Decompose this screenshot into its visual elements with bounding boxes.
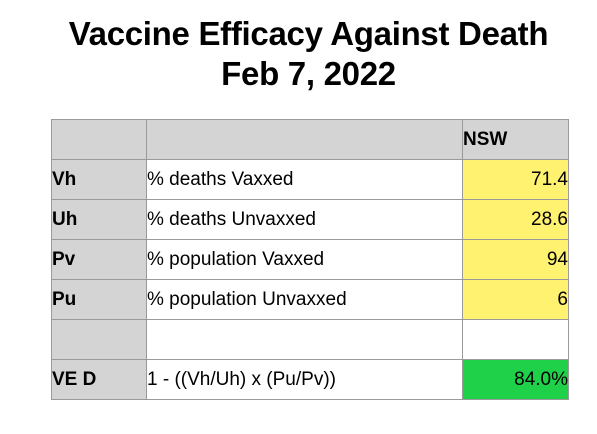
result-formula-cell: 1 - ((Vh/Uh) x (Pu/Pv)) — [146, 359, 463, 400]
row-value-cell: 6 — [462, 279, 569, 320]
table-row-result: VE D 1 - ((Vh/Uh) x (Pu/Pv)) 84.0% — [51, 359, 569, 400]
page-subtitle-date: Feb 7, 2022 — [221, 55, 396, 92]
row-description-cell: % deaths Unvaxxed — [146, 199, 463, 240]
table-row: Pu % population Unvaxxed 6 — [51, 279, 569, 320]
row-value-cell: 28.6 — [462, 199, 569, 240]
row-description-cell: % population Vaxxed — [146, 239, 463, 280]
title-block: Vaccine Efficacy Against Death Feb 7, 20… — [0, 14, 597, 94]
row-key-cell: Uh — [51, 199, 147, 240]
row-description-cell: % population Unvaxxed — [146, 279, 463, 320]
row-key-cell: Pv — [51, 239, 147, 280]
vaccine-efficacy-table: NSW Vh % deaths Vaxxed 71.4 Uh % deaths … — [51, 119, 569, 400]
page-title: Vaccine Efficacy Against Death — [68, 15, 549, 52]
table-row: Uh % deaths Unvaxxed 28.6 — [51, 199, 569, 240]
row-value-cell: 71.4 — [462, 159, 569, 200]
row-value-cell — [462, 319, 569, 360]
row-description-cell: % deaths Vaxxed — [146, 159, 463, 200]
header-region-cell: NSW — [462, 119, 569, 160]
row-value-cell: 94 — [462, 239, 569, 280]
row-key-cell: Vh — [51, 159, 147, 200]
row-key-cell: Pu — [51, 279, 147, 320]
table-header-row: NSW — [51, 119, 569, 160]
table-row-empty — [51, 319, 569, 360]
table-row: Vh % deaths Vaxxed 71.4 — [51, 159, 569, 200]
row-description-cell — [146, 319, 463, 360]
header-description-cell — [146, 119, 463, 160]
row-key-cell — [51, 319, 147, 360]
table-row: Pv % population Vaxxed 94 — [51, 239, 569, 280]
result-key-cell: VE D — [51, 359, 147, 400]
header-key-cell — [51, 119, 147, 160]
result-value-cell: 84.0% — [462, 359, 569, 400]
